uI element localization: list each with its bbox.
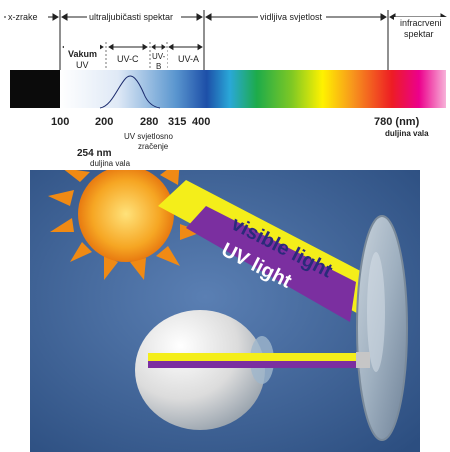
uva-label: UV-A [178,54,199,64]
eye-beam-yellow [148,353,358,361]
germicidal-curve [99,75,161,109]
visible-light-label: vidljiva svjetlost [260,12,323,22]
tick-400: 400 [192,116,210,128]
peak-wavelength-label: duljina vala [90,159,131,168]
lens-icon [356,215,408,441]
wavelength-label-right: duljina vala [385,129,429,138]
eyeball-icon [135,310,274,430]
tick-100: 100 [51,116,69,128]
infrared-label-1: infracrveni [400,18,442,28]
tick-780: 780 (nm) [374,116,420,128]
tick-280: 280 [140,116,158,128]
uvb-label-1: UV- [152,52,166,61]
uv-spectrum-label: ultraljubičasti spektar [89,12,173,22]
xray-black-bar [10,70,60,108]
uv-light-beam [186,206,356,322]
vacuum-uv-label-2: UV [76,60,89,70]
xray-label: x-zrake [8,12,38,22]
uv-radiation-label-1: UV svjetlosno [124,132,173,141]
uv-radiation-label-2: zračenje [138,142,169,151]
light-scene: visible light UV light [30,170,420,452]
vacuum-uv-label-1: Vakum [68,49,97,59]
uvb-label-2: B [156,62,161,71]
spectrum-gradient-bar [60,70,446,108]
tick-200: 200 [95,116,113,128]
sun-icon [48,170,202,280]
spectrum-diagram: x-zrake ultraljubičasti spektar vidljiva… [4,10,448,168]
lens-stem [356,352,370,368]
peak-wavelength-value: 254 nm [77,148,112,159]
uvc-label: UV-C [117,54,139,64]
infrared-label-2: spektar [404,29,434,39]
tick-315: 315 [168,116,186,128]
eye-beam-purple [148,361,358,368]
